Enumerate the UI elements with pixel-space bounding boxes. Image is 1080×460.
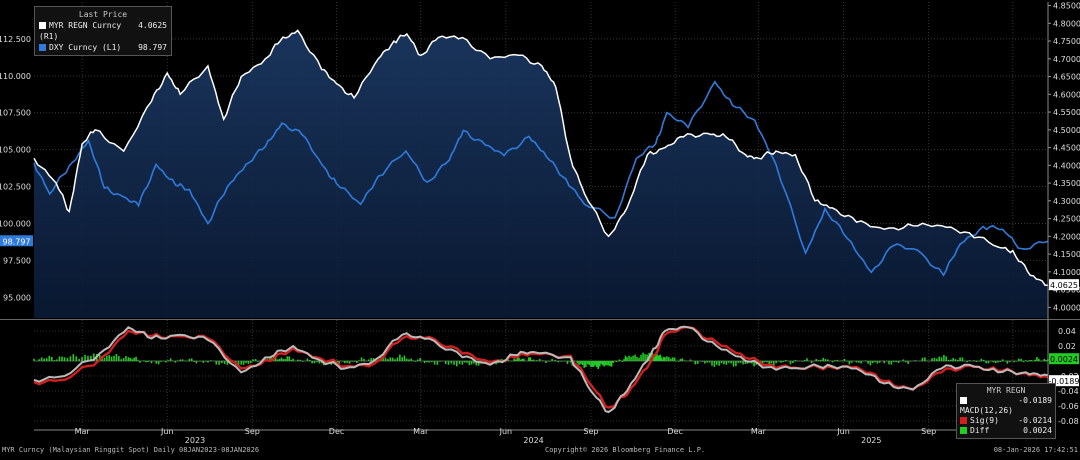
x-month-label-3: Dec — [329, 427, 344, 436]
y-right-tick-label-14: 4.7000 — [1053, 55, 1080, 64]
legend-swatch-myr — [39, 22, 46, 29]
y-right-tick-label-11: 4.5500 — [1053, 108, 1080, 117]
y-right-tick-label-10: 4.5000 — [1053, 126, 1080, 135]
x-month-label-10: Sep — [921, 427, 936, 436]
x-year-label-2: 2025 — [861, 436, 881, 445]
macd-legend-header: MYR REGN — [960, 386, 1052, 396]
legend-swatch-dxy — [39, 44, 46, 51]
y-right-tick-label-15: 4.7500 — [1053, 37, 1080, 46]
macd-swatch — [960, 397, 967, 404]
y-left-tick-label-6: 110.000 — [0, 72, 31, 81]
y-right-tick-label-0: 4.0000 — [1053, 303, 1080, 312]
sig-legend-value: -0.0214 — [1018, 416, 1052, 426]
y-right-tick-label-16: 4.8000 — [1053, 19, 1080, 28]
legend-label-myr: MYR REGN Curncy (R1) — [39, 21, 121, 41]
legend-row-myr: MYR REGN Curncy (R1) 4.0625 — [39, 20, 167, 42]
macd-layer — [34, 327, 1048, 412]
diff-legend-label: Diff — [970, 426, 989, 435]
x-year-label-0: 2023 — [185, 436, 205, 445]
macd-legend-value: -0.0189 — [1018, 396, 1052, 416]
footer-left: MYR Curncy (Malaysian Ringgit Spot) Dail… — [2, 446, 259, 454]
legend-label-dxy: DXY Curncy (L1) — [49, 43, 121, 52]
y-left-tick-label-2: 100.000 — [0, 219, 31, 228]
x-month-label-0: Mar — [75, 427, 91, 436]
x-year-label-1: 2024 — [523, 436, 543, 445]
macd-legend-row-diff: Diff 0.0024 — [960, 426, 1052, 436]
legend-value-myr: 4.0625 — [138, 20, 167, 42]
diff-legend-value: 0.0024 — [1023, 426, 1052, 436]
y-right-tick-label-7: 4.3500 — [1053, 179, 1080, 188]
y-right-tick-label-5: 4.2500 — [1053, 215, 1080, 224]
x-month-label-7: Dec — [667, 427, 682, 436]
macd-tick-label-6: -0.08 — [1058, 417, 1079, 426]
badge-macd-diff: 0.0024 — [1050, 355, 1078, 364]
legend-value-dxy: 98.797 — [138, 42, 167, 53]
diff-swatch — [960, 427, 967, 434]
y-left-tick-label-0: 95.000 — [3, 293, 31, 302]
badge-left-dxy: 98.797 — [3, 237, 31, 246]
x-month-label-6: Sep — [583, 427, 598, 436]
footer-bar: MYR Curncy (Malaysian Ringgit Spot) Dail… — [0, 445, 1080, 456]
macd-legend-label: MACD(12,26) — [960, 406, 1013, 415]
x-month-label-9: Jun — [836, 427, 850, 436]
badge-right-myr: 4.0625 — [1050, 281, 1078, 290]
y-right-tick-label-17: 4.8500 — [1053, 2, 1080, 11]
macd-tick-label-5: -0.06 — [1058, 402, 1079, 411]
y-left-tick-label-4: 105.000 — [0, 146, 31, 155]
x-month-label-5: Jun — [499, 427, 513, 436]
y-right-tick-label-2: 4.1000 — [1053, 268, 1080, 277]
macd-legend: MYR REGN MACD(12,26) -0.0189 Sig(9) -0.0… — [956, 383, 1056, 439]
main-legend: Last Price MYR REGN Curncy (R1) 4.0625 D… — [34, 6, 172, 56]
x-month-label-1: Jun — [160, 427, 174, 436]
x-month-label-4: Mar — [413, 427, 429, 436]
macd-legend-row-sig: Sig(9) -0.0214 — [960, 416, 1052, 426]
legend-row-dxy: DXY Curncy (L1) 98.797 — [39, 42, 167, 53]
y-left-tick-label-1: 97.500 — [3, 256, 31, 265]
y-right-tick-label-4: 4.2000 — [1053, 232, 1080, 241]
y-right-tick-label-12: 4.6000 — [1053, 90, 1080, 99]
y-right-tick-label-3: 4.1500 — [1053, 250, 1080, 259]
footer-right: 08-Jan-2026 17:42:51 — [994, 446, 1078, 454]
y-left-tick-label-7: 112.500 — [0, 35, 31, 44]
macd-tick-label-0: 0.04 — [1058, 327, 1076, 336]
sig-swatch — [960, 417, 967, 424]
y-left-tick-label-3: 102.500 — [0, 183, 31, 192]
macd-tick-label-4: -0.04 — [1058, 387, 1079, 396]
sig-legend-label: Sig(9) — [970, 416, 999, 425]
y-left-tick-label-5: 107.500 — [0, 109, 31, 118]
y-right-tick-label-13: 4.6500 — [1053, 73, 1080, 82]
legend-header: Last Price — [39, 9, 167, 20]
macd-legend-row-macd: MACD(12,26) -0.0189 — [960, 396, 1052, 416]
x-month-label-2: Sep — [245, 427, 260, 436]
macd-tick-label-1: 0.02 — [1058, 342, 1076, 351]
series-line-sig — [34, 327, 1048, 407]
y-right-tick-label-9: 4.4500 — [1053, 144, 1080, 153]
y-right-tick-label-8: 4.4000 — [1053, 161, 1080, 170]
footer-center: Copyright© 2026 Bloomberg Finance L.P. — [545, 446, 705, 454]
y-right-tick-label-6: 4.3000 — [1053, 197, 1080, 206]
series-line-macd — [34, 327, 1048, 412]
x-month-label-8: Mar — [751, 427, 767, 436]
